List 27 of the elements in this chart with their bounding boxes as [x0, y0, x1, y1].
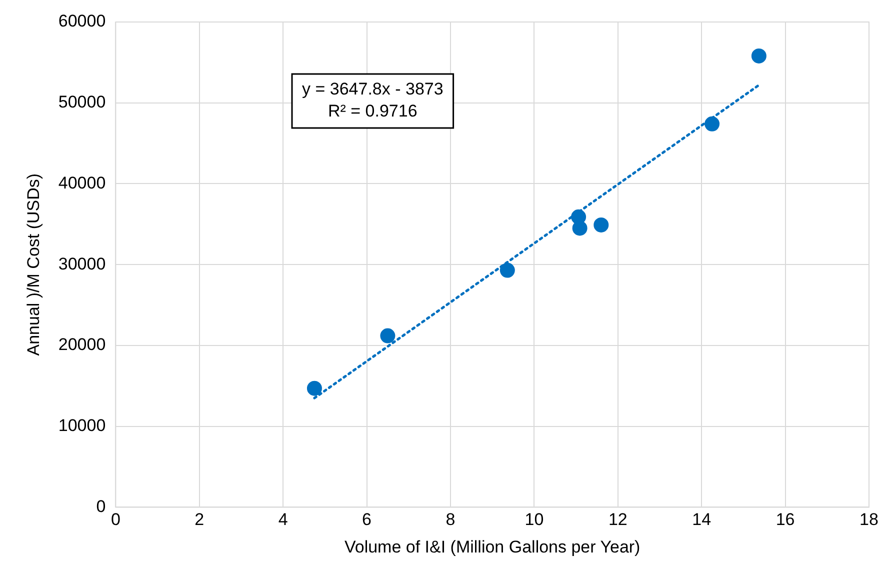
point [380, 328, 396, 344]
x-tick-label: 8 [446, 510, 456, 530]
x-tick-label: 6 [362, 510, 372, 530]
x-tick-label: 18 [860, 510, 878, 530]
x-tick-label: 2 [194, 510, 204, 530]
x-tick-label: 12 [608, 510, 628, 530]
y-tick-label: 20000 [58, 335, 106, 354]
point [704, 116, 720, 132]
y-tick-label: 30000 [58, 254, 106, 274]
y-tick-label: 50000 [58, 92, 106, 112]
point [594, 217, 609, 232]
y-axis-title: Annual )/M Cost (USDs) [24, 173, 43, 356]
point [572, 220, 588, 236]
point [751, 48, 766, 64]
x-tick-label: 4 [278, 510, 288, 530]
y-tick-label: 10000 [58, 416, 106, 436]
x-tick-label: 16 [776, 510, 795, 530]
y-tick-label: 40000 [58, 173, 106, 192]
point [306, 380, 322, 396]
x-tick-label: 0 [110, 510, 120, 530]
y-tick-label: 0 [96, 496, 106, 516]
x-axis-title: Volume of I&I (Million Gallons per Year) [344, 537, 640, 556]
y-tick-label: 60000 [58, 12, 106, 31]
x-tick-label: 10 [524, 510, 544, 530]
point [500, 262, 515, 278]
x-tick-label: 14 [692, 510, 712, 530]
annotation: y = 3647.8x - 3873 R² = 0.9716 [302, 80, 444, 121]
